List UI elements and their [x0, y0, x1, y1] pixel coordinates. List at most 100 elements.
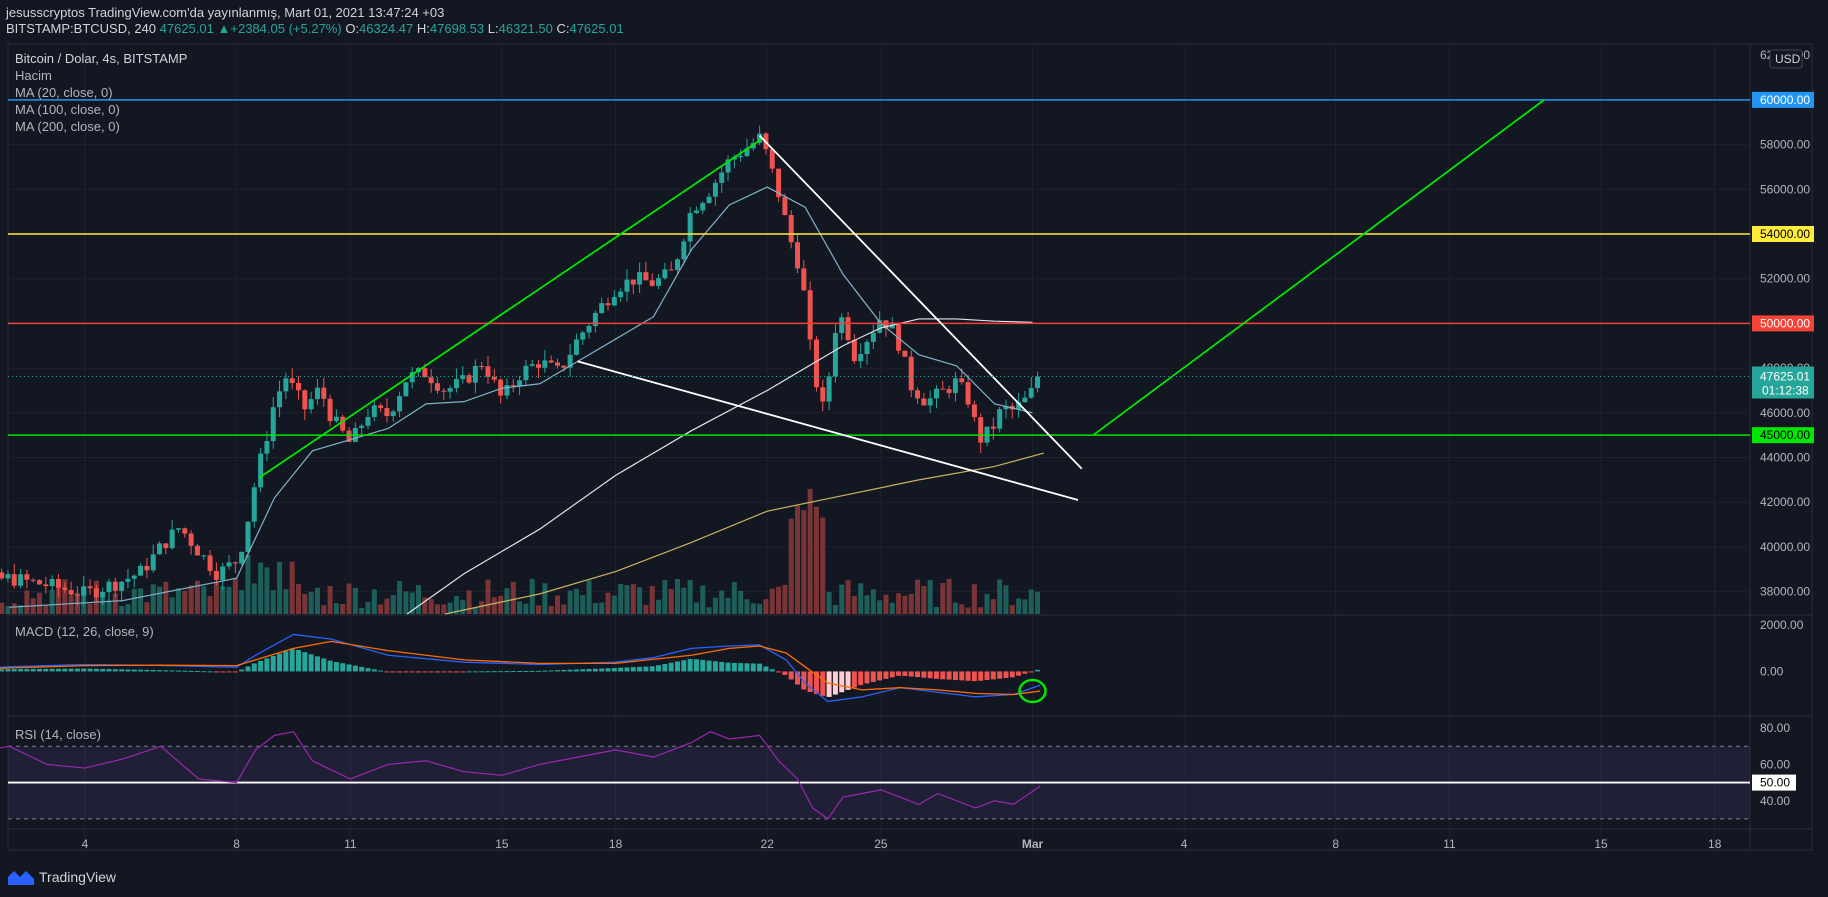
legend-title[interactable]: Bitcoin / Dolar, 4s, BITSTAMP: [15, 51, 188, 66]
volume-bar: [169, 597, 175, 614]
volume-bar: [662, 580, 668, 614]
candle-body: [725, 159, 731, 173]
volume-bar: [959, 604, 965, 614]
candle-body: [877, 320, 883, 333]
candle-body: [668, 269, 674, 271]
macd-histogram-bar: [978, 671, 984, 681]
price-badge-45000.00: [1752, 427, 1814, 444]
macd-histogram-bar: [902, 671, 908, 676]
macd-histogram-bar: [1016, 671, 1022, 676]
volume-bar: [675, 578, 681, 614]
candle-body: [409, 372, 415, 383]
volume-bar: [725, 597, 731, 614]
volume-bar: [138, 588, 144, 614]
last-price: 47625.01: [159, 21, 214, 36]
candle-body: [460, 375, 466, 380]
candle-body: [662, 269, 668, 279]
macd-histogram-bar: [491, 671, 497, 673]
candle-body: [119, 581, 125, 591]
candle-body: [138, 565, 144, 576]
volume-bar: [466, 590, 472, 614]
macd-histogram-bar: [81, 668, 87, 672]
candle-body: [580, 332, 586, 340]
macd-histogram-bar: [567, 669, 573, 672]
macd-histogram-bar: [731, 662, 737, 672]
macd-histogram-bar: [858, 671, 864, 686]
volume-bar: [750, 603, 756, 614]
candle-body: [517, 380, 523, 386]
volume-bar: [112, 593, 118, 614]
volume-bar: [687, 580, 693, 614]
macd-histogram-bar: [870, 671, 876, 682]
volume-bar: [188, 585, 194, 614]
macd-histogram-bar: [933, 671, 939, 679]
candle-body: [864, 341, 870, 355]
volume-bar: [668, 588, 674, 614]
price-badge-label: 54000.00: [1760, 227, 1810, 241]
candle-body: [965, 382, 971, 405]
macd-histogram-bar: [277, 653, 283, 672]
candle-body: [921, 398, 927, 406]
volume-bar: [49, 589, 55, 614]
volume-bar: [11, 603, 17, 614]
macd-histogram-bar: [832, 671, 838, 695]
tradingview-icon: [8, 871, 34, 885]
volume-bar: [915, 579, 921, 614]
volume-bar: [990, 599, 996, 614]
candle-body: [68, 589, 74, 595]
macd-histogram-bar: [201, 671, 207, 673]
candle-body: [277, 391, 283, 408]
candle-body: [384, 408, 390, 417]
legend-volume[interactable]: Hacim: [15, 68, 52, 83]
volume-bar: [997, 579, 1003, 614]
current-price-label: 47625.01: [1760, 370, 1810, 384]
macd-histogram-bar: [327, 660, 333, 672]
macd-histogram-bar: [390, 671, 396, 673]
candle-body: [194, 545, 200, 556]
tradingview-logo[interactable]: TradingView: [8, 869, 116, 885]
candle-body: [611, 297, 617, 306]
macd-histogram-bar: [946, 671, 952, 680]
macd-histogram-bar: [207, 671, 213, 673]
volume-bar: [37, 592, 43, 614]
candle-body: [62, 587, 68, 590]
macd-histogram-bar: [37, 668, 43, 672]
volume-bar: [523, 603, 529, 614]
volume-bar: [946, 578, 952, 614]
macd-histogram-bar: [226, 671, 232, 673]
volume-bar: [927, 580, 933, 614]
candle-body: [700, 202, 706, 211]
macd-histogram-bar: [100, 668, 106, 672]
volume-bar: [213, 581, 219, 614]
open-label: O:: [345, 21, 360, 36]
macd-histogram-bar: [605, 668, 611, 672]
macd-histogram-bar: [416, 671, 422, 673]
macd-histogram-bar: [952, 671, 958, 681]
volume-bar: [757, 603, 763, 614]
candle-body: [30, 579, 36, 581]
candle-body: [536, 364, 542, 368]
volume-bar: [864, 595, 870, 614]
legend-ma200[interactable]: MA (200, close, 0): [15, 119, 120, 134]
legend-rsi[interactable]: RSI (14, close): [15, 727, 101, 742]
macd-histogram-bar: [397, 671, 403, 673]
currency-box: [1769, 49, 1803, 69]
legend-ma100[interactable]: MA (100, close, 0): [15, 102, 120, 117]
macd-histogram-bar: [573, 669, 579, 672]
price-badge-54000.00: [1752, 226, 1814, 242]
legend-macd[interactable]: MACD (12, 26, close, 9): [15, 624, 154, 639]
macd-histogram-bar: [744, 663, 750, 672]
time-tick-label: 11: [344, 837, 357, 851]
candle-body: [618, 291, 624, 298]
candle-body: [643, 272, 649, 281]
legend-ma20[interactable]: MA (20, close, 0): [15, 85, 113, 100]
price-tick-label: 38000.00: [1760, 585, 1810, 599]
candle-body: [990, 426, 996, 429]
macd-histogram-bar: [188, 670, 194, 672]
time-tick-label: 18: [1708, 837, 1722, 851]
candle-body: [18, 574, 24, 586]
volume-bar: [656, 599, 662, 614]
candle-body: [201, 555, 207, 557]
volume-bar: [460, 599, 466, 614]
